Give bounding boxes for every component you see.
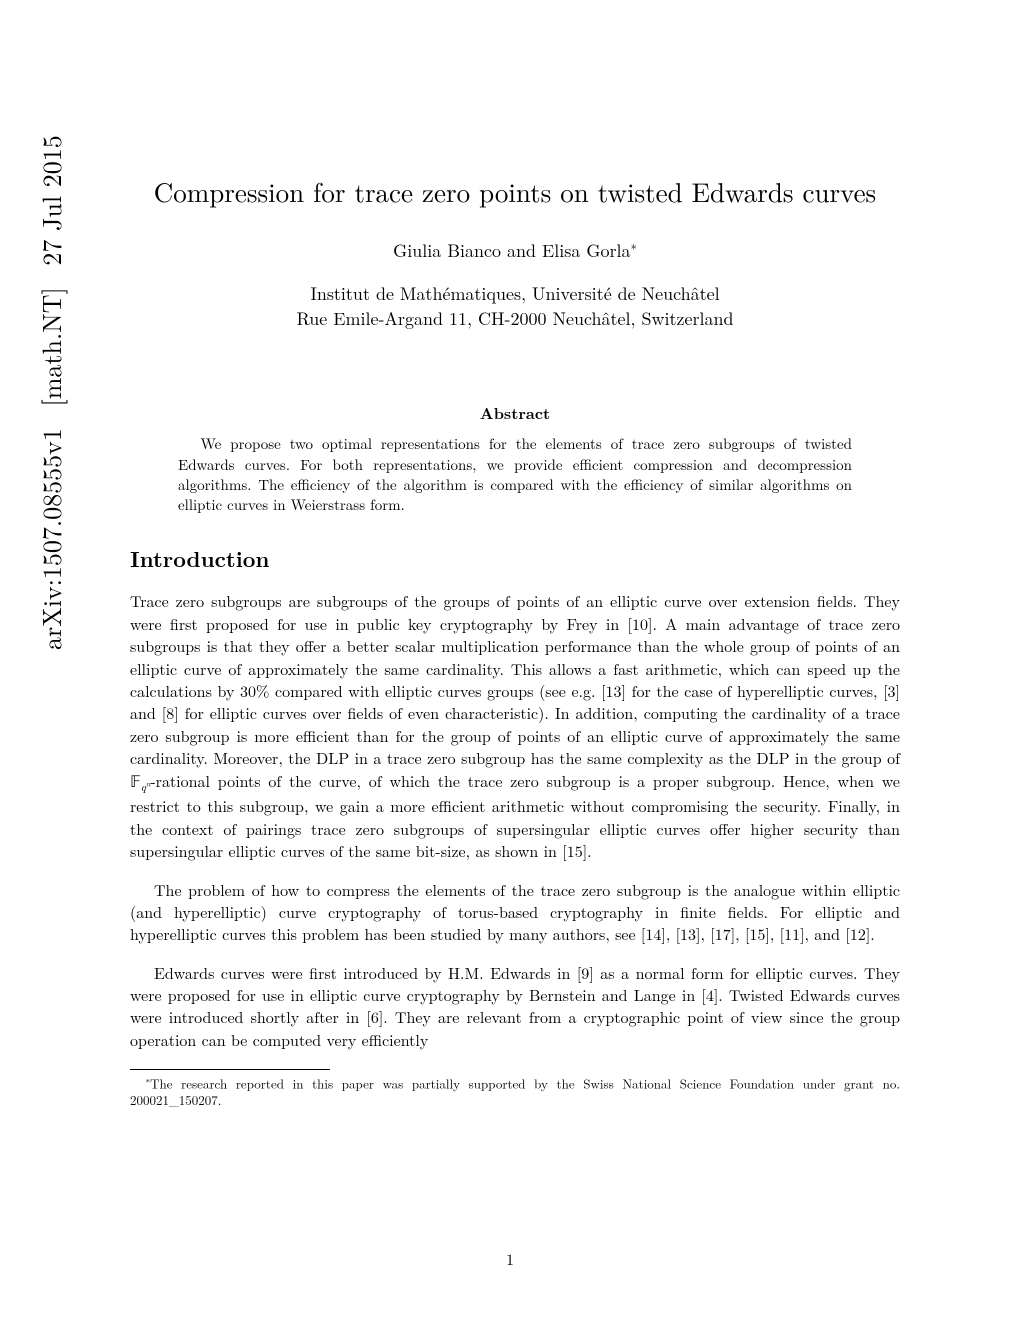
abstract-heading: Abstract [130,401,900,424]
intro-para-2: The problem of how to compress the eleme… [130,879,900,946]
arxiv-stamp: arXiv:1507.08555v1 [math.NT] 27 Jul 2015 [32,135,69,650]
arxiv-id: arXiv:1507.08555v1 [32,428,69,650]
paper-affiliation: Institut de Mathématiques, Université de… [130,281,900,331]
arxiv-date: 27 Jul 2015 [32,135,69,265]
footnote-rule [130,1069,330,1070]
page-content: Compression for trace zero points on twi… [130,172,900,1109]
page-number: 1 [0,1247,1020,1270]
abstract-body: We propose two optimal representations f… [178,434,852,515]
affiliation-line-1: Institut de Mathématiques, Université de… [310,281,719,306]
arxiv-category: [math.NT] [32,287,69,406]
intro-para-3: Edwards curves were first introduced by … [130,962,900,1052]
affiliation-line-2: Rue Emile-Argand 11, CH-2000 Neuchâtel, … [296,306,733,331]
paper-title: Compression for trace zero points on twi… [130,172,900,210]
paper-authors: Giulia Bianco and Elisa Gorla∗ [130,236,900,263]
section-heading-introduction: Introduction [130,543,900,574]
footnote-funding: ∗The research reported in this paper was… [130,1074,900,1109]
intro-para-1: Trace zero subgroups are subgroups of th… [130,590,900,862]
